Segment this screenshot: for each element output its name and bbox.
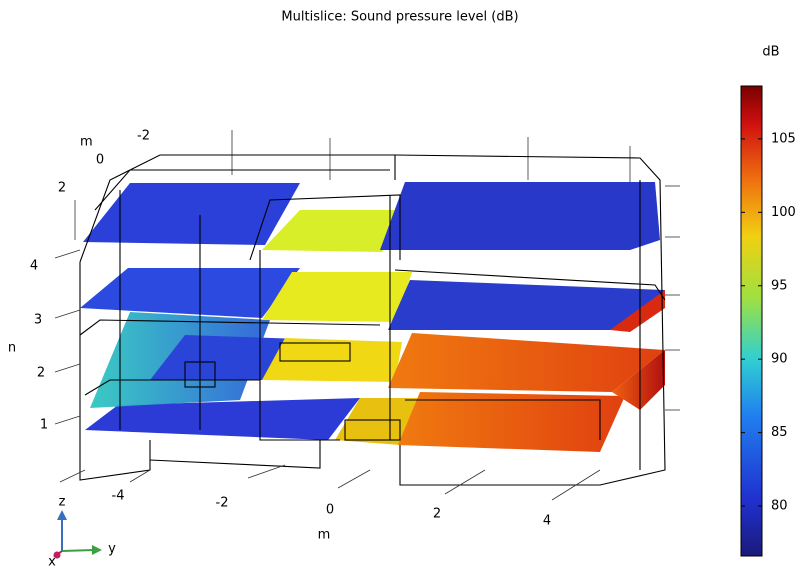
color-legend: dB 80 85 90 95 100 105 <box>740 45 796 557</box>
colorbar-tick-label: 95 <box>771 278 788 293</box>
triad-label: z <box>59 495 66 510</box>
tick-label: -2 <box>137 129 150 144</box>
tick-label: -4 <box>112 489 125 504</box>
axis-labels: m -2 0 2 4 3 n 2 1 -4 -2 0 2 4 m <box>8 129 551 543</box>
colorbar-tick-label: 90 <box>771 352 788 367</box>
colorbar-unit: dB <box>762 45 779 60</box>
axis-unit: m <box>318 528 331 543</box>
tick-label: 4 <box>30 259 38 274</box>
colorbar-tick-label: 105 <box>771 131 796 146</box>
colorbar-tick-label: 80 <box>771 499 788 514</box>
triad-label: y <box>108 542 116 557</box>
colorbar-tick-label: 100 <box>771 205 796 220</box>
tick-label: 2 <box>433 507 441 522</box>
tick-label: 3 <box>34 313 42 328</box>
tick-label: 2 <box>58 181 66 196</box>
colorbar <box>740 85 763 557</box>
tick-label: 4 <box>543 514 551 529</box>
axis-triad: z y x <box>48 495 116 566</box>
tick-label: 2 <box>37 366 45 381</box>
tick-label: -2 <box>216 496 229 511</box>
tick-label: 0 <box>96 153 104 168</box>
colorbar-tick-label: 85 <box>771 425 788 440</box>
axis-unit: m <box>80 135 93 150</box>
axis-unit: n <box>8 341 16 356</box>
tick-label: 0 <box>326 503 334 518</box>
triad-label: x <box>48 555 56 566</box>
tick-label: 1 <box>40 418 48 433</box>
model-view <box>54 130 680 501</box>
plot-title: Multislice: Sound pressure level (dB) <box>281 10 518 25</box>
